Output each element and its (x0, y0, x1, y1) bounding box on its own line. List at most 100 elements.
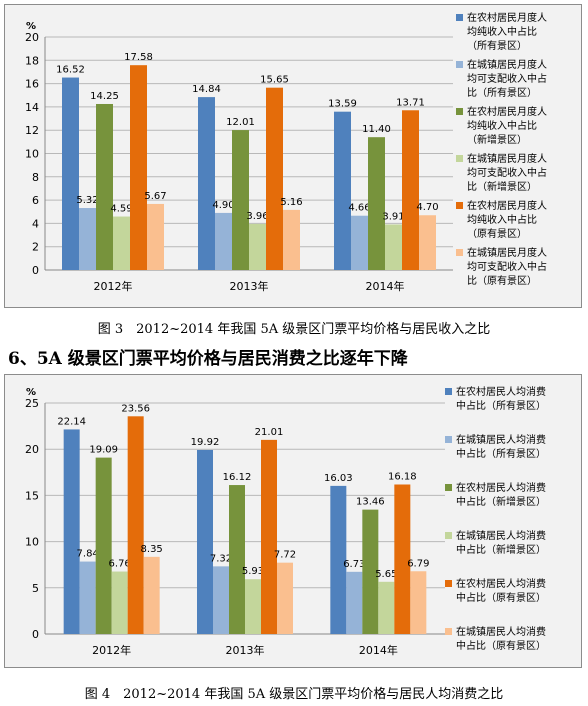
income-chart-legend-label: 均可支配收入中占 (467, 166, 547, 179)
income-chart-data-label: 16.52 (56, 65, 85, 76)
income-chart-bar (198, 97, 215, 270)
consumption-chart-legend-label: 中占比（原有景区） (456, 591, 546, 604)
income-chart-x-tick-label: 2014年 (366, 279, 405, 293)
consumption-chart-y-tick-label: 10 (25, 536, 39, 549)
consumption-chart-legend-swatch (445, 532, 452, 539)
consumption-chart-legend-label: 中占比（原有景区） (456, 639, 546, 652)
consumption-chart-y-tick-label: 5 (32, 582, 39, 595)
consumption-chart-bar (95, 457, 112, 634)
consumption-chart-legend-label: 在城镇居民人均消费 (456, 625, 546, 638)
income-chart-bar (385, 224, 402, 270)
consumption-chart-bar (213, 566, 229, 634)
income-chart-data-label: 12.01 (226, 117, 255, 128)
consumption-chart-legend-swatch (445, 484, 452, 491)
consumption-chart-bar (111, 571, 128, 634)
income-chart-data-label: 14.84 (192, 84, 221, 95)
income-chart-bar (266, 87, 283, 271)
consumption-chart-legend-swatch (445, 388, 452, 395)
consumption-chart-data-label: 23.56 (121, 403, 150, 414)
income-chart-data-label: 5.67 (144, 191, 166, 202)
income-chart-x-tick-label: 2013年 (230, 279, 269, 293)
income-chart-legend-label: （新增景区） (467, 133, 527, 146)
consumption-chart-data-label: 19.09 (89, 445, 118, 456)
income-chart-bar (334, 111, 351, 270)
income-chart-legend-label: 均纯收入中占比 (467, 213, 537, 226)
income-chart-bar (79, 208, 96, 270)
section-heading: 6、5A 级景区门票平均价格与居民消费之比逐年下降 (8, 349, 408, 369)
income-chart-legend-label: 在城镇居民月度人 (467, 152, 547, 165)
consumption-chart-data-label: 7.84 (77, 549, 99, 560)
income-chart-y-tick-label: 8 (32, 171, 39, 184)
consumption-chart-legend-label: 在农村居民人均消费 (456, 577, 546, 590)
income-chart-legend-swatch (456, 108, 463, 115)
consumption-chart-data-label: 6.73 (343, 559, 365, 570)
consumption-chart-data-label: 7.72 (274, 550, 296, 561)
consumption-chart-data-label: 5.65 (375, 569, 397, 580)
consumption-chart-data-label: 5.93 (242, 566, 264, 577)
consumption-chart-data-label: 16.12 (223, 472, 252, 483)
income-chart-bar (96, 103, 113, 270)
consumption-chart-bar (330, 485, 347, 634)
consumption-chart-data-label: 13.46 (356, 497, 385, 508)
consumption-chart-legend-label: 在农村居民人均消费 (456, 385, 546, 398)
income-chart-data-label: 15.65 (260, 75, 289, 86)
consumption-chart-bar (346, 571, 363, 634)
income-chart-data-label: 11.40 (362, 124, 391, 135)
income-chart-legend-label: 比（新增景区） (467, 180, 537, 193)
income-chart-legend-swatch (456, 61, 463, 68)
income-chart-x-tick-label: 2012年 (94, 279, 133, 293)
income-chart-bar (368, 137, 385, 270)
income-chart-bar (402, 110, 419, 270)
consumption-chart-data-label: 16.03 (324, 473, 353, 484)
consumption-chart-bar (63, 429, 80, 634)
income-chart-data-label: 4.70 (416, 202, 438, 213)
income-chart-bar (249, 223, 266, 270)
consumption-chart-bar (229, 485, 245, 634)
income-chart-legend-swatch (456, 14, 463, 21)
income-chart-legend-swatch (456, 249, 463, 256)
income-chart-y-tick-label: 20 (25, 31, 39, 44)
income-chart-data-label: 17.58 (124, 52, 153, 63)
income-chart-y-tick-label: 18 (25, 54, 39, 67)
consumption-chart-legend-swatch (445, 436, 452, 443)
consumption-chart-legend-label: 中占比（新增景区） (456, 495, 546, 508)
consumption-chart-bar (143, 556, 160, 634)
income-chart-bar (419, 215, 436, 270)
consumption-chart-bar (277, 562, 293, 634)
income-chart-legend-label: 均可支配收入中占 (467, 72, 547, 85)
income-chart-bar (62, 77, 79, 271)
income-chart-bar (130, 65, 147, 271)
consumption-chart-data-label: 22.14 (57, 416, 86, 427)
consumption-chart-bar (378, 581, 395, 634)
income-chart-data-label: 13.59 (328, 99, 357, 110)
income-chart-data-label: 5.32 (76, 195, 98, 206)
consumption-chart-y-tick-label: 20 (25, 443, 39, 456)
income-chart-legend-label: 在农村居民月度人 (467, 11, 547, 24)
income-chart-y-tick-label: 2 (32, 241, 39, 254)
consumption-chart-bar (261, 439, 277, 634)
consumption-chart-bar (79, 561, 96, 634)
consumption-chart-x-tick-label: 2013年 (226, 643, 265, 657)
consumption-chart-data-label: 6.76 (109, 559, 131, 570)
income-ratio-chart: 0 2 4 6 8 10 12 14 16 18 20% 16.52 5.32 14.25 4.59 17.5… (4, 4, 582, 308)
income-chart-data-label: 3.91 (382, 211, 404, 222)
consumption-chart-x-tick-label: 2014年 (359, 643, 398, 657)
consumption-chart-legend-swatch (445, 628, 452, 635)
consumption-chart-data-label: 19.92 (191, 437, 220, 448)
income-chart-data-label: 4.59 (110, 204, 132, 215)
consumption-chart-bar (362, 509, 379, 634)
income-chart-y-tick-label: 12 (25, 124, 39, 137)
consumption-chart-legend-label: 中占比（所有景区） (456, 447, 546, 460)
consumption-ratio-chart: 0 5 10 15 20 25% 22.14 7.84 19.09 6.76 23.56 8.35 20… (4, 374, 582, 668)
consumption-chart-y-tick-label: 15 (25, 489, 39, 502)
income-chart-y-axis-label: % (26, 21, 36, 32)
income-chart-legend-label: （所有景区） (467, 39, 527, 52)
income-chart-legend-label: 比（原有景区） (467, 274, 537, 287)
consumption-chart-x-tick-label: 2012年 (92, 643, 131, 657)
income-chart-legend-label: 在农村居民月度人 (467, 199, 547, 212)
income-chart-legend-label: （原有景区） (467, 227, 527, 240)
income-chart-data-label: 14.25 (90, 91, 119, 102)
income-chart-legend-label: 在城镇居民月度人 (467, 246, 547, 259)
consumption-chart-data-label: 7.32 (210, 553, 232, 564)
income-chart-data-label: 4.66 (348, 203, 370, 214)
